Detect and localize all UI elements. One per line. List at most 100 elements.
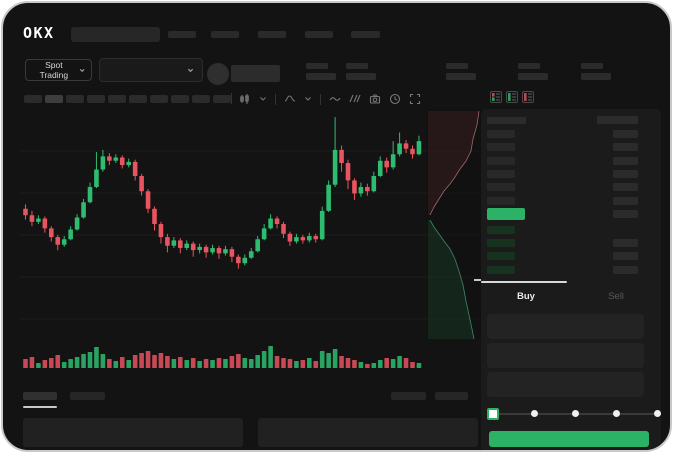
- line-tools-icon[interactable]: [329, 93, 341, 105]
- volume-bar: [384, 358, 389, 368]
- ask-row-6-price-placeholder[interactable]: [487, 196, 515, 205]
- candle-body: [274, 218, 280, 224]
- orderbook-view-combined-icon[interactable]: [490, 91, 502, 103]
- candle-body: [81, 202, 86, 218]
- search-input[interactable]: [71, 27, 160, 42]
- volume-bar: [281, 358, 286, 368]
- nav-item-placeholder-2[interactable]: [211, 31, 239, 38]
- candle-body: [332, 149, 338, 185]
- orderbook-view-bids-icon[interactable]: [506, 91, 518, 103]
- ask-row-1-price-placeholder[interactable]: [487, 130, 515, 138]
- candle-body: [223, 249, 228, 254]
- volume-bar: [229, 356, 235, 368]
- market-type-dropdown[interactable]: Spot Trading: [25, 59, 92, 81]
- active-tab-indicator: [481, 281, 567, 283]
- slider-stop-50pct[interactable]: [572, 410, 579, 417]
- bid-row-4-amount-placeholder: [613, 265, 638, 274]
- depth-asks-area: [428, 111, 479, 215]
- ask-row-5-price-placeholder[interactable]: [487, 183, 515, 192]
- candle-body: [281, 224, 286, 234]
- ask-row-4-amount-placeholder: [613, 169, 638, 178]
- tab-buy[interactable]: Buy: [517, 291, 535, 302]
- volume-bar: [152, 355, 157, 368]
- bid-row-2-price-placeholder[interactable]: [487, 239, 515, 248]
- timeframe-button-9[interactable]: [192, 95, 210, 103]
- candle-body: [68, 229, 73, 240]
- nav-item-placeholder-5[interactable]: [351, 31, 380, 38]
- volume-bar: [313, 361, 319, 368]
- total-input-placeholder[interactable]: [487, 372, 644, 397]
- candle-body: [36, 218, 41, 222]
- price-input-placeholder[interactable]: [487, 314, 644, 339]
- bid-row-4-price-placeholder[interactable]: [487, 265, 515, 274]
- timeframe-button-8[interactable]: [171, 95, 189, 103]
- volume-bar: [268, 346, 273, 368]
- volume-bar: [358, 362, 364, 368]
- amount-input-placeholder[interactable]: [487, 343, 644, 368]
- volume-bar: [55, 355, 61, 368]
- price-chart[interactable]: [3, 3, 672, 452]
- slider-stop-75pct[interactable]: [613, 410, 620, 417]
- candle-body: [139, 176, 144, 192]
- volume-bar: [365, 364, 370, 368]
- bid-row-3-price-placeholder[interactable]: [487, 252, 515, 261]
- timeframe-button-5[interactable]: [108, 95, 126, 103]
- candle-body: [61, 239, 67, 245]
- timeframe-button-3[interactable]: [66, 95, 84, 103]
- compare-icon[interactable]: [349, 93, 361, 105]
- tab-sell[interactable]: Sell: [608, 291, 624, 302]
- candle-body: [403, 143, 409, 149]
- camera-icon[interactable]: [369, 93, 381, 105]
- candle-body: [416, 141, 422, 155]
- toolbar-divider: [231, 93, 232, 104]
- timeframe-button-2[interactable]: [45, 95, 63, 103]
- candle-body: [42, 218, 48, 229]
- candle-body: [236, 256, 241, 264]
- volume-bar: [248, 359, 254, 368]
- buy-submit-button[interactable]: [489, 431, 649, 447]
- nav-item-placeholder-4[interactable]: [305, 31, 333, 38]
- volume-bar: [403, 358, 409, 368]
- toolbar-divider: [320, 93, 321, 105]
- slider-stop-25pct[interactable]: [531, 410, 538, 417]
- timeframe-button-1[interactable]: [24, 95, 42, 103]
- timeframe-button-4[interactable]: [87, 95, 105, 103]
- bid-row-3-amount-placeholder: [613, 252, 638, 261]
- volume-bar: [100, 354, 106, 368]
- orders-list-panel: [23, 418, 243, 447]
- candle-body: [365, 186, 370, 192]
- last-price-highlight[interactable]: [487, 208, 525, 220]
- ask-row-4-price-placeholder[interactable]: [487, 169, 515, 178]
- orderbook-view-asks-icon[interactable]: [522, 91, 534, 103]
- timeframe-button-7[interactable]: [150, 95, 168, 103]
- candle-body: [107, 156, 112, 161]
- volume-bar: [132, 355, 138, 368]
- pair-selector-dropdown[interactable]: [99, 58, 203, 82]
- timeframe-button-6[interactable]: [129, 95, 147, 103]
- volume-bar: [274, 356, 280, 368]
- timeframe-button-10[interactable]: [213, 95, 231, 103]
- okx-logo[interactable]: OKX: [23, 24, 55, 42]
- bid-row-1-price-placeholder[interactable]: [487, 226, 515, 234]
- slider-stop-100pct[interactable]: [654, 410, 661, 417]
- nav-item-placeholder-3[interactable]: [258, 31, 286, 38]
- indicators-icon[interactable]: [284, 93, 296, 105]
- bottom-action-placeholder-2[interactable]: [435, 392, 468, 400]
- bottom-tab-order-history[interactable]: [70, 392, 105, 400]
- slider-stop-0pct[interactable]: [487, 408, 499, 420]
- bottom-action-placeholder-1[interactable]: [391, 392, 426, 400]
- volume-bar: [216, 358, 222, 368]
- candle-body: [287, 233, 293, 242]
- chevron-down-icon[interactable]: [259, 95, 267, 103]
- chevron-down-icon[interactable]: [304, 95, 312, 103]
- volume-bar: [68, 359, 73, 368]
- fullscreen-icon[interactable]: [409, 93, 421, 105]
- candle-body: [145, 191, 151, 209]
- nav-item-placeholder-1[interactable]: [168, 31, 196, 38]
- volume-bar: [165, 356, 170, 368]
- ask-row-2-price-placeholder[interactable]: [487, 143, 515, 152]
- refresh-time-icon[interactable]: [389, 93, 401, 105]
- candle-style-icon[interactable]: [239, 93, 251, 105]
- ask-row-3-price-placeholder[interactable]: [487, 156, 515, 165]
- bottom-tab-open-orders[interactable]: [23, 392, 57, 400]
